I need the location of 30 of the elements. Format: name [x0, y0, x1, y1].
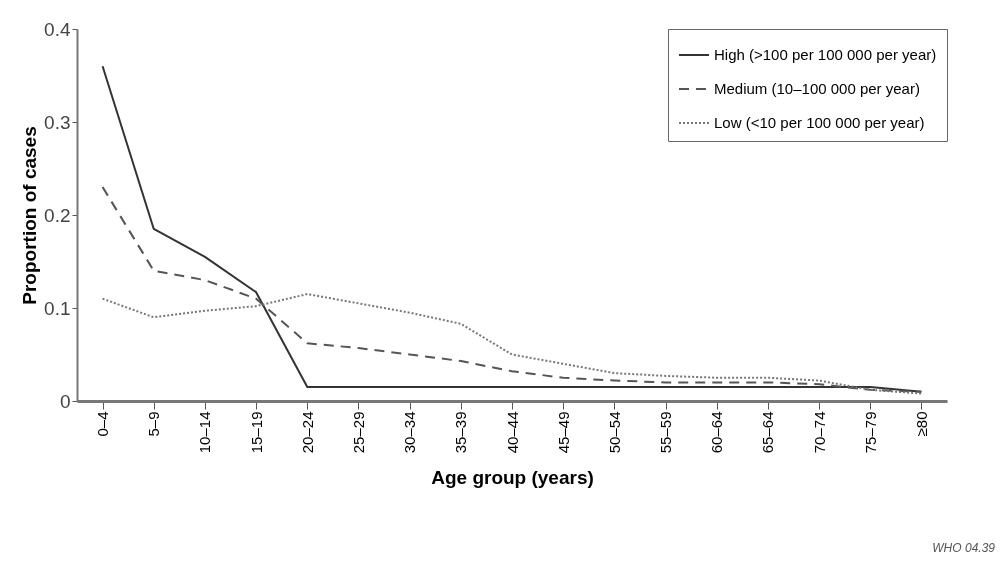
- legend-label: Medium (10–100 000 per year): [714, 80, 920, 97]
- y-tick-label: 0.3: [44, 111, 71, 133]
- x-axis-title: Age group (years): [431, 467, 594, 489]
- x-tick-label: 55–59: [657, 411, 675, 454]
- line-series: [101, 186, 923, 393]
- y-tick-label: 0: [59, 390, 71, 412]
- x-tick-label: 75–79: [861, 411, 879, 454]
- text: WHO 04.39: [932, 541, 995, 555]
- x-tick-label: 0–4: [94, 411, 112, 437]
- x-tick-label: 35–39: [452, 411, 470, 454]
- x-tick-label: ≥80: [912, 411, 930, 437]
- x-tick-label: 10–14: [196, 411, 214, 454]
- x-tick-label: 60–64: [708, 411, 726, 454]
- x-tick-label: 20–24: [298, 411, 316, 454]
- legend-label: High (>100 per 100 000 per year): [714, 46, 937, 63]
- y-tick-label: 0.4: [44, 18, 71, 40]
- x-tick-label: 25–29: [349, 411, 367, 454]
- x-tick-label: 5–9: [145, 411, 163, 437]
- x-tick-label: 70–74: [810, 411, 828, 454]
- x-tick-label: 40–44: [503, 411, 521, 454]
- x-tick-label: 30–34: [401, 411, 419, 454]
- x-tick-label: 45–49: [554, 411, 572, 454]
- x-tick-label: 50–54: [605, 411, 623, 454]
- y-tick-label: 0.2: [44, 204, 71, 226]
- legend-label: Low (<10 per 100 000 per year): [714, 114, 925, 131]
- line-series: [101, 293, 923, 395]
- y-axis-title: Proportion of cases: [19, 126, 41, 305]
- x-tick-label: 15–19: [247, 411, 265, 454]
- y-tick-label: 0.1: [44, 297, 71, 319]
- x-tick-label: 65–64: [759, 411, 777, 454]
